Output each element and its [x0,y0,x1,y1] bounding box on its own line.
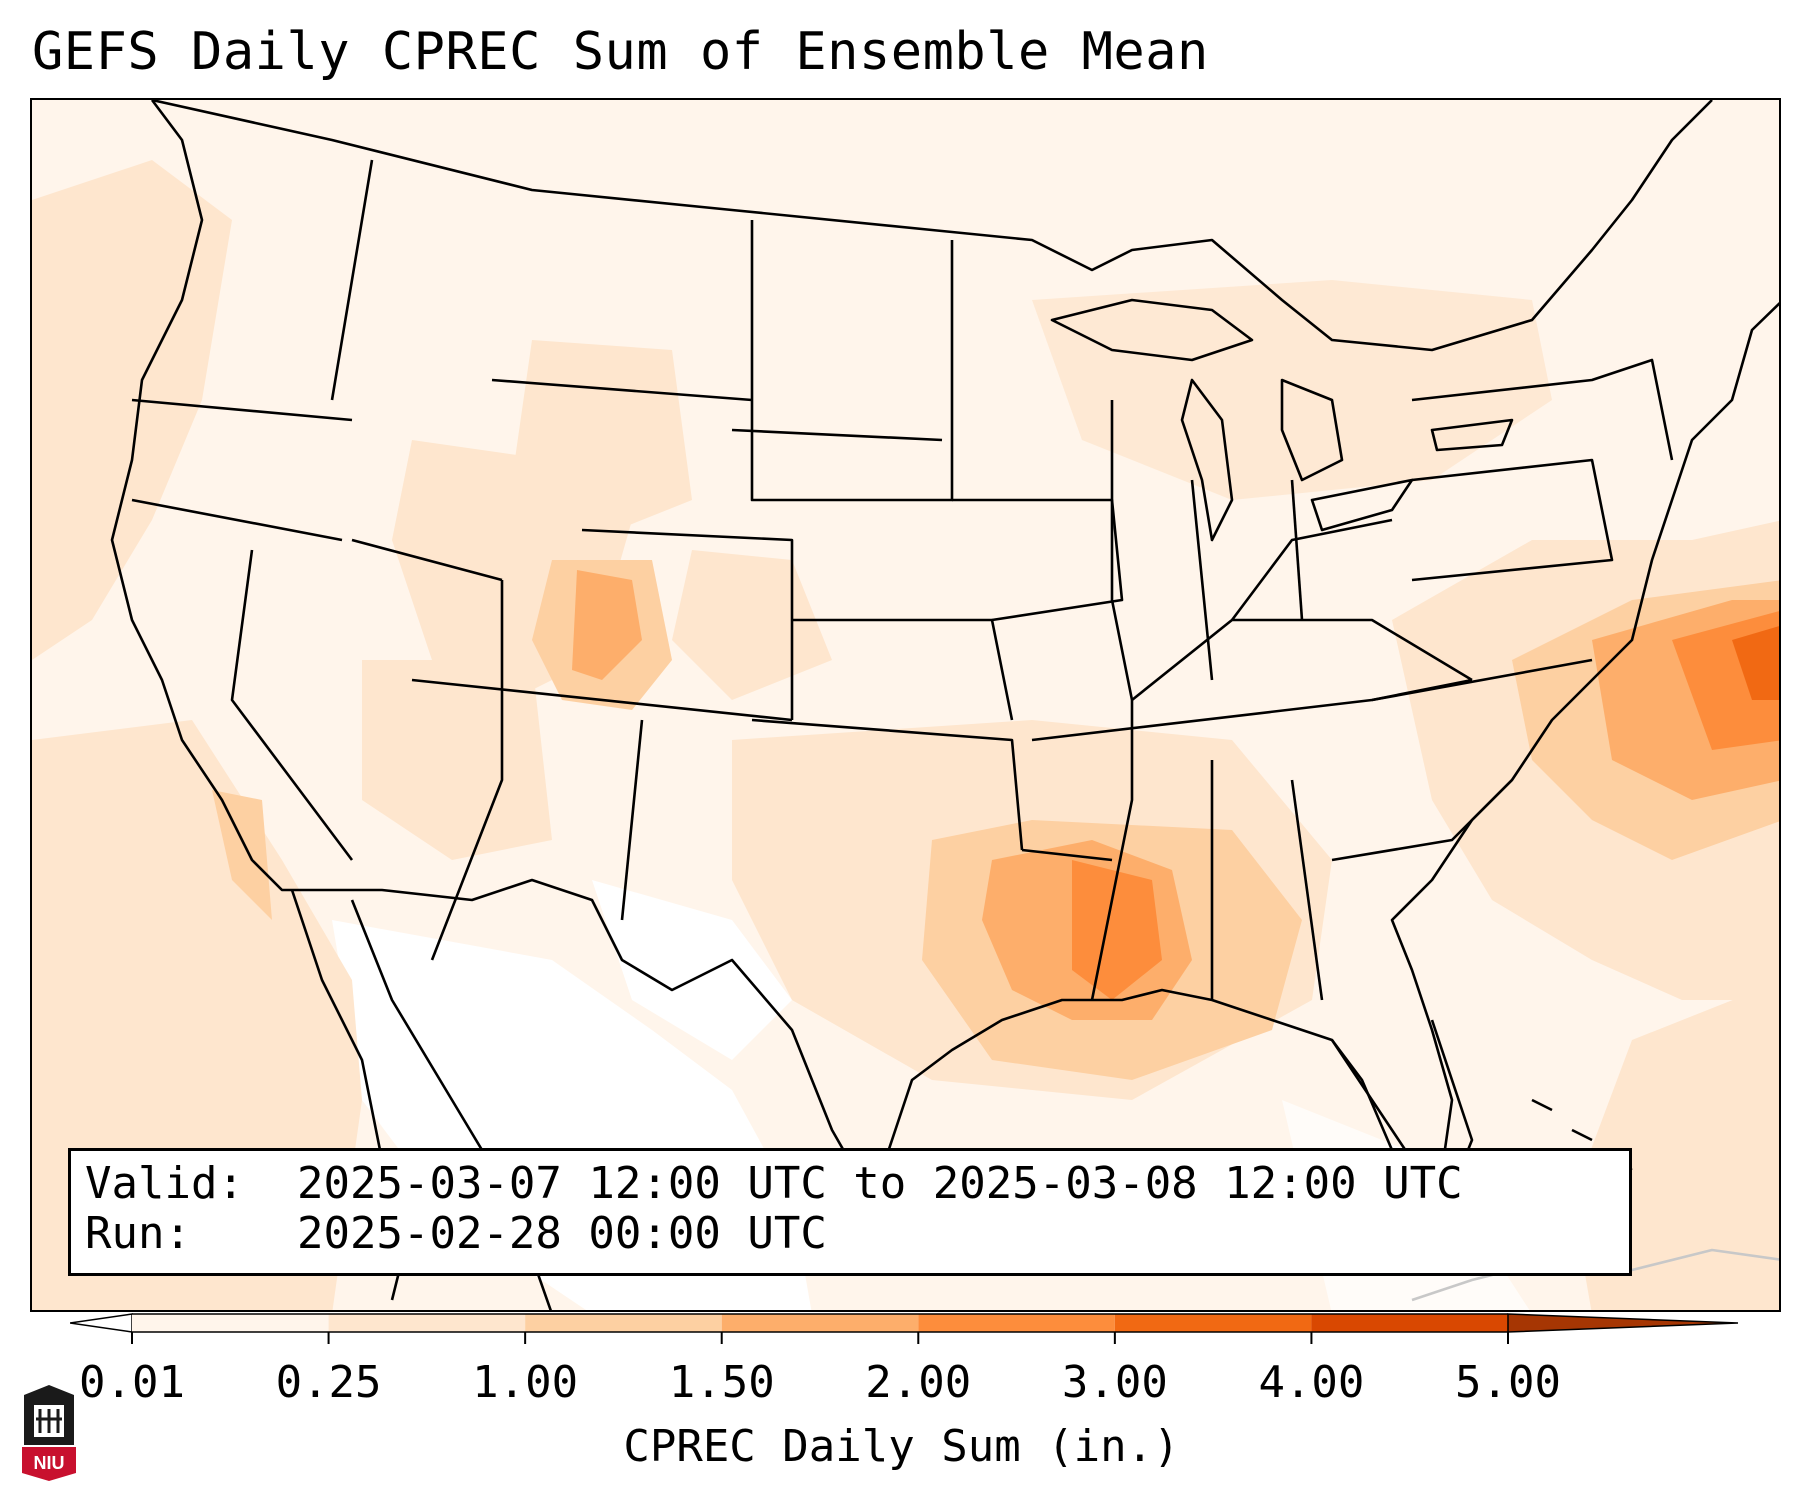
colorbar-segment [721,1314,919,1332]
lake-huron [1280,378,1344,482]
light-pacific-nw [32,160,232,660]
page-title: GEFS Daily CPREC Sum of Ensemble Mean [32,22,1209,82]
new-york [1411,358,1674,461]
light-great-lakes [1032,280,1552,500]
colorbar-segment [328,1314,526,1332]
colorbar-label: CPREC Daily Sum (in.) [623,1421,1180,1472]
very-heavy-mississippi [1072,860,1162,1000]
run-value: 2025-02-28 00:00 UTC [297,1208,827,1259]
valid-run-info-box: Valid: 2025-03-07 12:00 UTC to 2025-03-08… [68,1148,1632,1276]
logo-text: NIU [34,1453,65,1473]
colorbar-tick-label: 1.00 [472,1357,579,1408]
four-corners [411,678,793,722]
indiana-ohio [1290,479,1304,621]
valid-label: Valid: [85,1158,244,1209]
illinois-indiana [1190,479,1214,681]
dry-region-texas [592,880,792,1060]
colorbar-segment [918,1314,1115,1332]
colorbar-tick-label: 2.00 [865,1357,972,1408]
alabama-georgia [1290,779,1324,1001]
lake-michigan [1180,378,1234,542]
colorbar-tick-label: 0.25 [275,1357,382,1408]
oregon-california [131,498,343,542]
valid-value: 2025-03-07 12:00 UTC to 2025-03-08 12:00… [297,1158,1463,1209]
idaho-montana [330,159,374,401]
light-wyoming [512,340,692,540]
light-arizona [362,660,552,860]
colorbar-tick-label: 1.50 [668,1357,775,1408]
colorbar-segment [1311,1314,1508,1332]
precipitation-map [30,98,1781,1312]
us-outline [110,100,1779,1202]
washington-oregon [131,398,353,422]
run-label: Run: [85,1208,191,1259]
south-dakota-nebraska [731,428,943,442]
colorbar-tick-label: 5.00 [1455,1357,1561,1408]
oklahoma [751,718,1024,851]
moderate-socal [212,790,272,920]
lake-erie [1310,478,1414,532]
arkansas-louisiana [1021,848,1113,862]
colorbar [70,1313,1739,1344]
nevada-california [230,549,354,861]
colorbar-tick-label: 4.00 [1258,1357,1365,1408]
dakotas [750,220,954,502]
map-svg [32,100,1779,1310]
canada-border [151,100,1713,352]
ohio-river [1230,518,1393,621]
pennsylvania [1411,458,1614,582]
idaho-utah [351,538,503,582]
logo-shield [22,1447,76,1481]
heavy-colorado-rockies [572,570,642,680]
precip-shading [32,100,1779,1310]
new-mexico-texas [620,719,644,921]
colorbar-segment [1114,1314,1312,1332]
colorbar-segments [70,1313,1739,1333]
niu-logo: NIU [22,1385,76,1481]
colorbar-outline [132,1313,1508,1333]
colorbar-segment [132,1314,329,1332]
colorbar-under-arrow [70,1313,133,1333]
colorbar-segment [525,1314,722,1332]
utah-colorado [430,580,504,961]
colorbar-tick-label: 0.01 [79,1357,185,1408]
colorado-north [581,528,794,720]
colorbar-ticks [131,1332,1509,1344]
run-line: Run: 2025-02-28 00:00 UTC [85,1209,827,1259]
carolinas [1331,779,1513,862]
virginia [1371,658,1593,702]
mississippi-river [1090,400,1134,1001]
iowa-missouri [952,498,1124,622]
max-atlantic [1732,626,1779,700]
lake-ontario [1430,418,1514,452]
logo-window-bars [36,1409,62,1433]
lake-superior [1050,298,1254,362]
valid-line: Valid: 2025-03-07 12:00 UTC to 2025-03-08… [85,1159,1463,1209]
colorbar-tick-label: 3.00 [1061,1357,1168,1408]
colorbar-over-arrow [1507,1313,1739,1333]
montana-wyoming [491,378,753,402]
